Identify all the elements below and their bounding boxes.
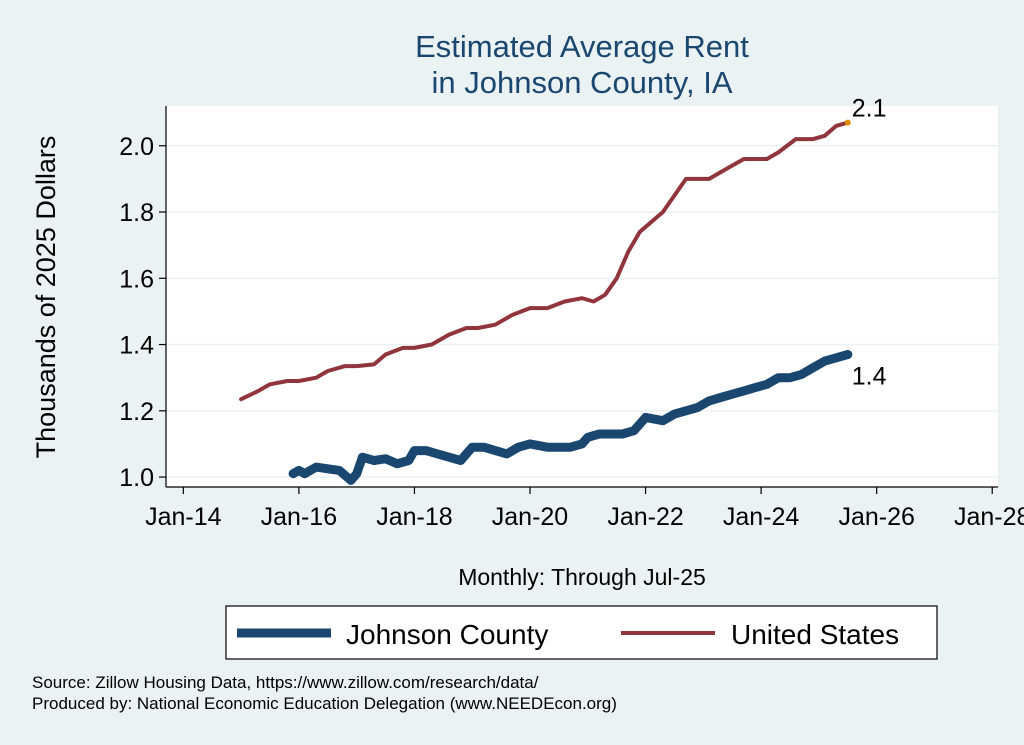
- y-tick-label: 1.4: [119, 332, 154, 360]
- chart-title-line-1: Estimated Average Rent: [415, 29, 749, 64]
- series-lines: 1.4 2.1: [239, 95, 887, 485]
- legend-box: [225, 605, 938, 660]
- legend: Johnson County United States: [225, 605, 938, 660]
- x-axis-label: Monthly: Through Jul-25: [458, 564, 706, 590]
- end-label-united-states: 2.1: [852, 95, 887, 123]
- series-line-johnson-county: [288, 350, 853, 485]
- x-tick-label: Jan-14: [145, 503, 222, 531]
- chart-title-line-2: in Johnson County, IA: [432, 65, 733, 100]
- y-tick-label: 2.0: [119, 133, 154, 161]
- x-tick-label: Jan-24: [723, 503, 800, 531]
- end-label-johnson-county: 1.4: [852, 362, 887, 390]
- x-tick-label: Jan-20: [492, 503, 568, 531]
- y-tick-label: 1.2: [119, 398, 154, 426]
- legend-label-united-states: United States: [731, 619, 899, 650]
- y-tick-label: 1.8: [119, 199, 154, 227]
- x-tick-label: Jan-26: [838, 503, 914, 531]
- series-line-united-states: [239, 120, 850, 402]
- y-axis-ticks: 1.0 1.2 1.4 1.6 1.8 2.0: [119, 133, 166, 492]
- x-tick-label: Jan-22: [607, 503, 683, 531]
- legend-label-johnson-county: Johnson County: [346, 619, 548, 650]
- y-axis-label: Thousands of 2025 Dollars: [31, 136, 61, 459]
- x-tick-label: Jan-18: [376, 503, 452, 531]
- end-point-marker-united-states: [844, 119, 851, 126]
- source-notes: Source: Zillow Housing Data, https://www…: [32, 672, 617, 714]
- y-tick-label: 1.6: [119, 265, 154, 293]
- x-axis-ticks: Jan-14 Jan-16 Jan-18 Jan-20 Jan-22 Jan-24 Jan-…: [145, 487, 1024, 531]
- y-tick-label: 1.0: [119, 464, 154, 492]
- source-line: Source: Zillow Housing Data, https://www…: [32, 673, 539, 692]
- x-tick-label: Jan-28: [954, 503, 1024, 531]
- produced-by-line: Produced by: National Economic Education…: [32, 694, 617, 713]
- x-tick-label: Jan-16: [261, 503, 337, 531]
